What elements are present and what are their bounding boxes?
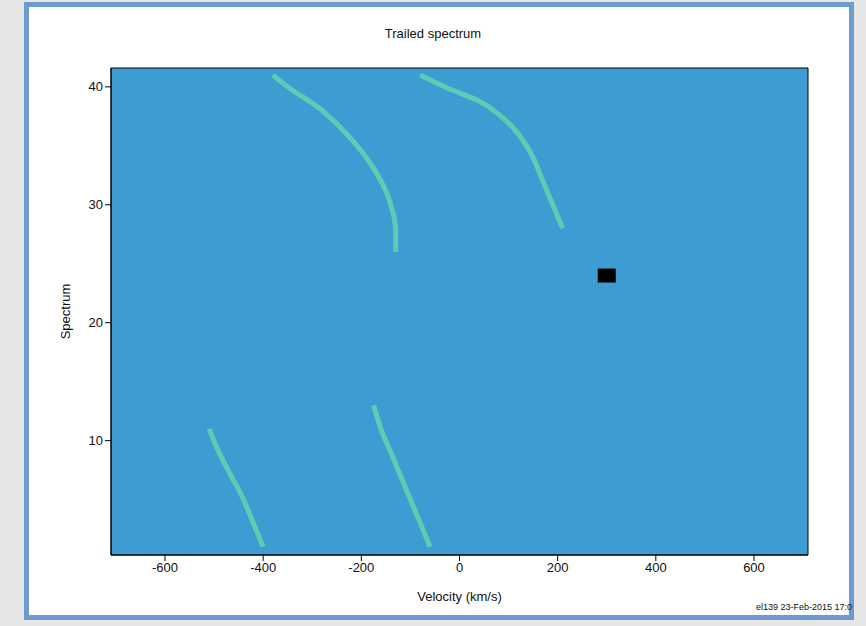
svg-text:400: 400 xyxy=(645,560,667,575)
html-text:Trailed spectrum: Trailed spectrum xyxy=(384,26,482,41)
svg-text:600: 600 xyxy=(743,560,765,575)
svg-text:Velocity (km/s): Velocity (km/s) xyxy=(417,589,502,604)
svg-text:Spectrum: Spectrum xyxy=(58,284,73,340)
svg-text:-600: -600 xyxy=(152,560,178,575)
svg-text:-200: -200 xyxy=(348,560,374,575)
svg-text:30: 30 xyxy=(89,197,103,212)
svg-text:200: 200 xyxy=(547,560,569,575)
svg-text:10: 10 xyxy=(89,433,103,448)
svg-text:-400: -400 xyxy=(250,560,276,575)
svg-text:20: 20 xyxy=(89,315,103,330)
html-text:el139 23-Feb-2015 17:0: el139 23-Feb-2015 17:0 xyxy=(755,602,852,612)
svg-text:40: 40 xyxy=(89,79,103,94)
svg-text:0: 0 xyxy=(456,560,463,575)
